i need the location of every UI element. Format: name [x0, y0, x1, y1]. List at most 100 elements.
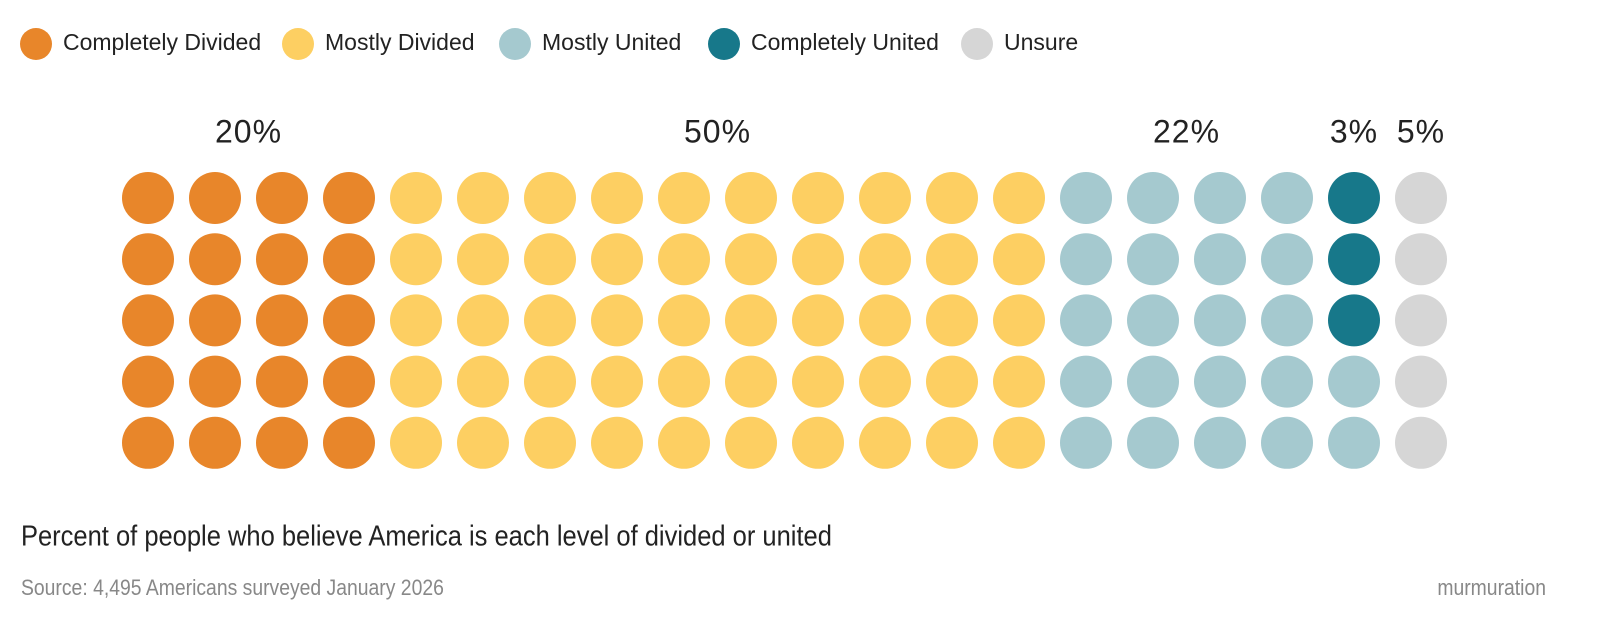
- legend-label: Unsure: [1004, 29, 1078, 55]
- waffle-dot: [993, 355, 1045, 408]
- waffle-dot: [189, 355, 241, 408]
- waffle-dot: [189, 416, 241, 469]
- waffle-dot: [1395, 294, 1447, 347]
- waffle-dot: [457, 416, 509, 469]
- waffle-dot: [859, 294, 911, 347]
- waffle-dot: [524, 294, 576, 347]
- waffle-dot: [1328, 355, 1380, 408]
- legend-swatch: [20, 28, 52, 60]
- waffle-dot: [323, 233, 375, 286]
- waffle-dot: [792, 416, 844, 469]
- waffle-dot: [792, 233, 844, 286]
- waffle-dot: [1328, 416, 1380, 469]
- waffle-dot: [323, 294, 375, 347]
- waffle-dot: [189, 233, 241, 286]
- waffle-dot: [524, 416, 576, 469]
- waffle-dot: [792, 294, 844, 347]
- waffle-dot: [1127, 355, 1179, 408]
- waffle-dot: [189, 172, 241, 224]
- waffle-dot: [457, 294, 509, 347]
- waffle-dot: [1328, 172, 1380, 224]
- waffle-dot: [390, 233, 442, 286]
- waffle-dot: [725, 355, 777, 408]
- waffle-dot: [1194, 233, 1246, 286]
- waffle-dot: [256, 233, 308, 286]
- brand: murmuration: [1437, 576, 1546, 600]
- waffle-dot: [658, 294, 710, 347]
- waffle-dot: [926, 355, 978, 408]
- waffle-dot: [1328, 233, 1380, 286]
- waffle-dot: [725, 233, 777, 286]
- waffle-dot: [122, 233, 174, 286]
- waffle-dot: [1060, 172, 1112, 224]
- waffle-dot: [256, 416, 308, 469]
- waffle-dot: [1261, 416, 1313, 469]
- waffle-dot: [1060, 416, 1112, 469]
- waffle-dot: [1194, 416, 1246, 469]
- source: Source: 4,495 Americans surveyed January…: [21, 576, 444, 600]
- waffle-dot: [390, 294, 442, 347]
- waffle-dot: [792, 355, 844, 408]
- legend-label: Completely United: [751, 29, 939, 55]
- legend-label: Mostly United: [542, 29, 681, 55]
- waffle-dot: [792, 172, 844, 224]
- waffle-dot: [1194, 172, 1246, 224]
- waffle-dot: [859, 233, 911, 286]
- waffle-dot: [1261, 172, 1313, 224]
- waffle-dot: [390, 416, 442, 469]
- waffle-dot: [1127, 294, 1179, 347]
- waffle-dot: [1261, 233, 1313, 286]
- waffle-dot: [591, 233, 643, 286]
- waffle-dot: [1194, 294, 1246, 347]
- waffle-dot: [658, 355, 710, 408]
- waffle-dot: [457, 172, 509, 224]
- waffle-dot: [256, 294, 308, 347]
- waffle-dot: [122, 355, 174, 408]
- waffle-dot: [993, 294, 1045, 347]
- waffle-dot: [926, 294, 978, 347]
- waffle-dot: [122, 294, 174, 347]
- waffle-dot: [1395, 416, 1447, 469]
- waffle-dot: [256, 172, 308, 224]
- waffle-dot: [993, 416, 1045, 469]
- waffle-dot: [1261, 294, 1313, 347]
- waffle-dot: [1395, 355, 1447, 408]
- waffle-dot: [725, 416, 777, 469]
- value-label: 22%: [1153, 113, 1220, 149]
- waffle-dot: [926, 416, 978, 469]
- legend-swatch: [961, 28, 993, 60]
- waffle-dot: [993, 233, 1045, 286]
- waffle-dot: [725, 172, 777, 224]
- waffle-dot: [256, 355, 308, 408]
- waffle-dot: [591, 172, 643, 224]
- waffle-dot: [524, 355, 576, 408]
- waffle-dot: [658, 233, 710, 286]
- waffle-dot: [1194, 355, 1246, 408]
- chart-title: Percent of people who believe America is…: [21, 519, 832, 552]
- waffle-dot: [1127, 172, 1179, 224]
- legend-swatch: [499, 28, 531, 60]
- waffle-dot: [926, 172, 978, 224]
- waffle-dot: [725, 294, 777, 347]
- waffle-dot: [1060, 233, 1112, 286]
- waffle-dot: [323, 416, 375, 469]
- waffle-dot: [993, 172, 1045, 224]
- waffle-dot: [591, 355, 643, 408]
- waffle-dot: [859, 416, 911, 469]
- waffle-dot: [457, 233, 509, 286]
- waffle-dot: [591, 416, 643, 469]
- waffle-dot: [323, 172, 375, 224]
- legend-swatch: [282, 28, 314, 60]
- waffle-dot: [658, 416, 710, 469]
- value-label: 5%: [1397, 113, 1445, 149]
- waffle-dot: [1328, 294, 1380, 347]
- waffle-dot: [1261, 355, 1313, 408]
- value-label: 20%: [215, 113, 282, 149]
- waffle-dot: [323, 355, 375, 408]
- waffle-dot: [524, 233, 576, 286]
- waffle-dot: [658, 172, 710, 224]
- legend-label: Mostly Divided: [325, 29, 475, 55]
- waffle-dot: [390, 355, 442, 408]
- value-label: 3%: [1330, 113, 1378, 149]
- waffle-dot: [926, 233, 978, 286]
